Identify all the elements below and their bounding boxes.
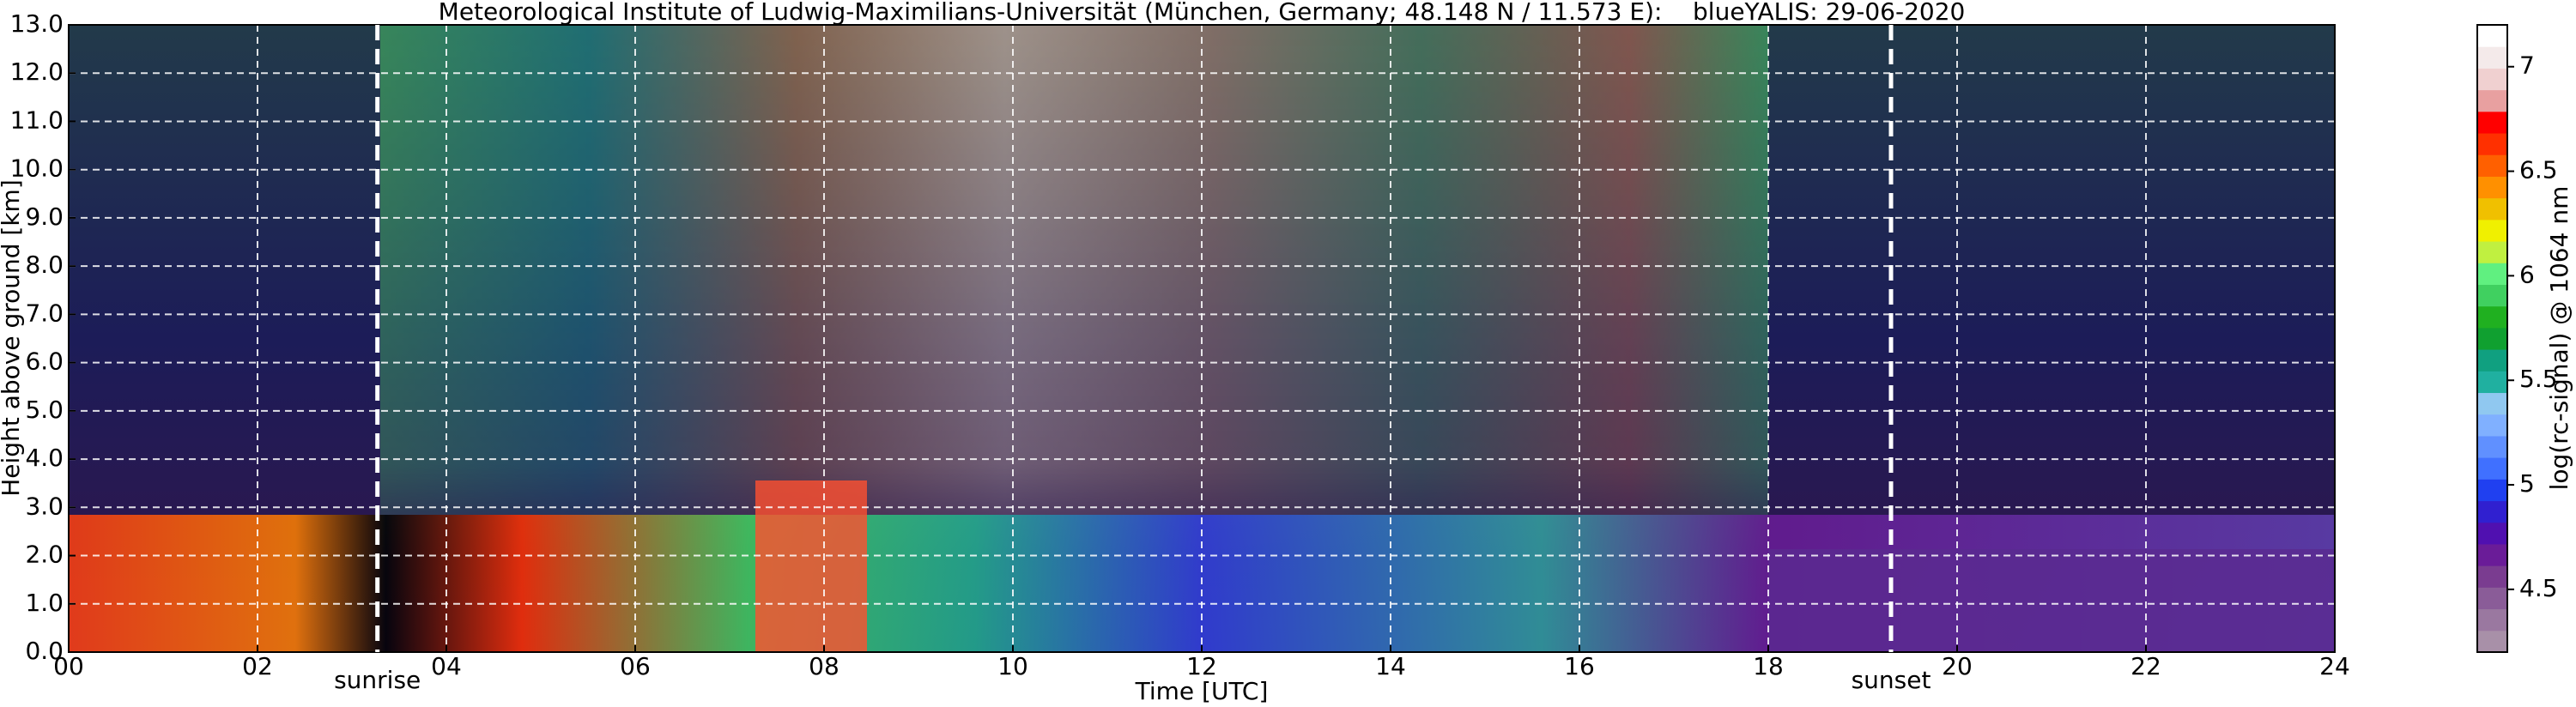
colorbar-segment (2477, 414, 2507, 437)
x-tick-label: 02 (242, 652, 273, 680)
colorbar-segment (2477, 46, 2507, 69)
colorbar-segment (2477, 522, 2507, 545)
colorbar-segment (2477, 284, 2507, 307)
colorbar-segment (2477, 543, 2507, 566)
x-tick-label: 10 (997, 652, 1028, 680)
y-tick-label: 7.0 (25, 299, 64, 327)
y-tick-label: 4.0 (25, 444, 64, 472)
colorbar-segment (2477, 565, 2507, 588)
y-tick-label: 9.0 (25, 202, 64, 231)
x-tick-label: 16 (1564, 652, 1595, 680)
colorbar-segment (2477, 608, 2507, 631)
colorbar-segment (2477, 435, 2507, 458)
colorbar-tick-label: 6 (2519, 260, 2535, 288)
y-tick-label: 0.0 (25, 637, 64, 665)
x-tick-label: 08 (809, 652, 839, 680)
y-tick-label: 2.0 (25, 541, 64, 569)
x-tick-label: 12 (1186, 652, 1217, 680)
colorbar-frame (2476, 24, 2508, 653)
colorbar-tick-label: 4.5 (2519, 574, 2558, 602)
colorbar-segment (2477, 219, 2507, 242)
x-tick-label: 18 (1753, 652, 1784, 680)
colorbar-tick-label: 5 (2519, 469, 2535, 498)
x-tick-label: 22 (2131, 652, 2161, 680)
chart-title: Meteorological Institute of Ludwig-Maxim… (439, 0, 1966, 26)
colorbar-tick-label: 5.5 (2519, 365, 2558, 393)
annotation-label: sunrise (334, 666, 421, 694)
y-tick-label: 1.0 (25, 589, 64, 617)
colorbar-label: log(rc-signal) @ 1064 nm (2545, 186, 2573, 491)
x-axis-label: Time [UTC] (1135, 677, 1269, 705)
colorbar-segment (2477, 349, 2507, 372)
colorbar-segment (2477, 176, 2507, 199)
colorbar-segment (2477, 68, 2507, 91)
colorbar-segment (2477, 263, 2507, 285)
x-tick-label: 14 (1375, 652, 1406, 680)
colorbar-segment (2477, 305, 2507, 329)
colorbar-segment (2477, 479, 2507, 502)
y-tick-label: 13.0 (10, 9, 64, 38)
colorbar-segment (2477, 197, 2507, 221)
x-tick-label: 24 (2319, 652, 2350, 680)
colorbar-segment (2477, 500, 2507, 523)
colorbar-segment (2477, 89, 2507, 112)
colorbar-segment (2477, 241, 2507, 263)
colorbar-segment (2477, 133, 2507, 155)
y-axis-label: Height above ground [km] (0, 179, 25, 497)
colorbar-segment (2477, 111, 2507, 134)
colorbar-segment (2477, 371, 2507, 394)
colorbar-segment (2477, 457, 2507, 480)
y-tick-label: 12.0 (10, 57, 64, 86)
colorbar-segment (2477, 154, 2507, 177)
colorbar-segment (2477, 630, 2507, 653)
x-tick-label: 00 (53, 652, 84, 680)
x-tick-label: 06 (620, 652, 651, 680)
colorbar-segment (2477, 327, 2507, 350)
x-tick-label: 20 (1942, 652, 1973, 680)
colorbar: 4.5 5 5.5 6 6.5 7 (2476, 24, 2558, 653)
y-tick-label: 8.0 (25, 251, 64, 279)
colorbar-segment (2477, 392, 2507, 415)
colorbar-segment (2477, 587, 2507, 610)
annotation-label: sunset (1852, 666, 1931, 694)
colorbar-segment (2477, 25, 2507, 47)
y-tick-label: 10.0 (10, 154, 64, 183)
y-tick-label: 6.0 (25, 347, 64, 376)
colorbar-tick-label: 6.5 (2519, 156, 2558, 184)
x-tick-label: 04 (431, 652, 462, 680)
y-tick-label: 5.0 (25, 396, 64, 424)
y-tick-label: 11.0 (10, 106, 64, 134)
colorbar-tick-label: 7 (2519, 51, 2535, 80)
y-tick-label: 3.0 (25, 492, 64, 520)
